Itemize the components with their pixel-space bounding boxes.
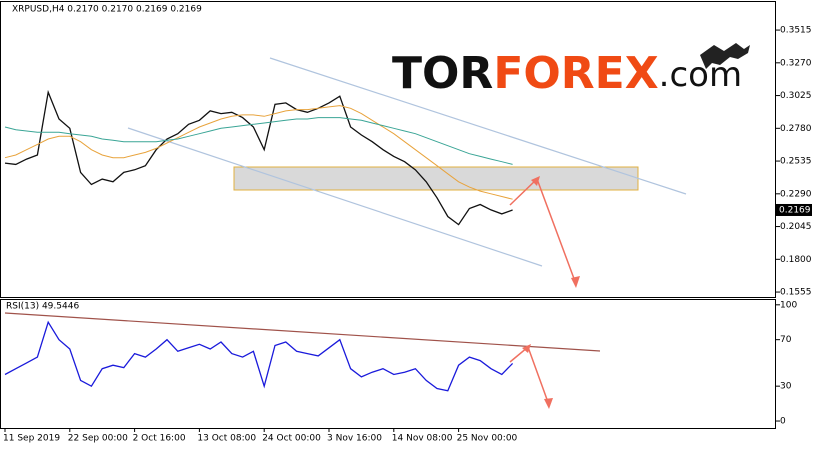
series-line (4, 89, 513, 226)
y-tick-label: 0.2780 (780, 124, 812, 134)
y-tick-label: 70 (780, 335, 792, 345)
price-panel (0, 1, 776, 298)
rsi-trendline (4, 312, 601, 352)
x-tick-label: 24 Oct 00:00 (262, 434, 321, 444)
series-line (4, 320, 514, 392)
y-tick-label: 0.2290 (780, 189, 812, 199)
last-price-label: 0.2169 (779, 205, 811, 215)
watermark-part: TOR (392, 48, 493, 99)
y-tick-label: 0.2045 (780, 222, 812, 232)
rsi-panel (0, 299, 776, 429)
channel-lower (127, 127, 543, 267)
bull-icon (700, 43, 750, 69)
x-tick-label: 13 Oct 08:00 (197, 434, 256, 444)
channel-upper (269, 57, 687, 195)
series-line (4, 105, 513, 200)
last-price-box (776, 203, 812, 216)
y-tick-label: 0.3515 (780, 26, 812, 36)
x-tick-label: 22 Sep 00:00 (68, 434, 128, 444)
x-tick-label: 2 Oct 16:00 (133, 434, 186, 444)
watermark-part: FOREX (493, 48, 658, 99)
resistance-zone (233, 166, 639, 191)
y-tick-label: 0 (780, 417, 786, 427)
arrow-heads (522, 176, 580, 409)
x-tick-label: 14 Nov 08:00 (392, 434, 453, 444)
y-tick-label: 0.1555 (780, 288, 812, 298)
y-tick-label: 0.1800 (780, 255, 812, 265)
series-line (4, 117, 513, 165)
y-tick-label: 0.3270 (780, 58, 812, 68)
y-tick-label: 0.3025 (780, 91, 812, 101)
y-tick-label: 0.2535 (780, 157, 812, 167)
watermark-part: .com (659, 55, 742, 95)
x-tick-label: 3 Nov 16:00 (327, 434, 382, 444)
rsi-title: RSI(13) 49.5446 (6, 302, 79, 312)
y-tick-label: 100 (780, 300, 797, 310)
watermark: TORFOREX.com (392, 48, 742, 99)
price-title: XRPUSD,H4 0.2170 0.2170 0.2169 0.2169 (12, 5, 202, 15)
x-tick-label: 11 Sep 2019 (3, 434, 60, 444)
x-tick-label: 25 Nov 00:00 (457, 434, 518, 444)
y-tick-label: 30 (780, 382, 792, 392)
